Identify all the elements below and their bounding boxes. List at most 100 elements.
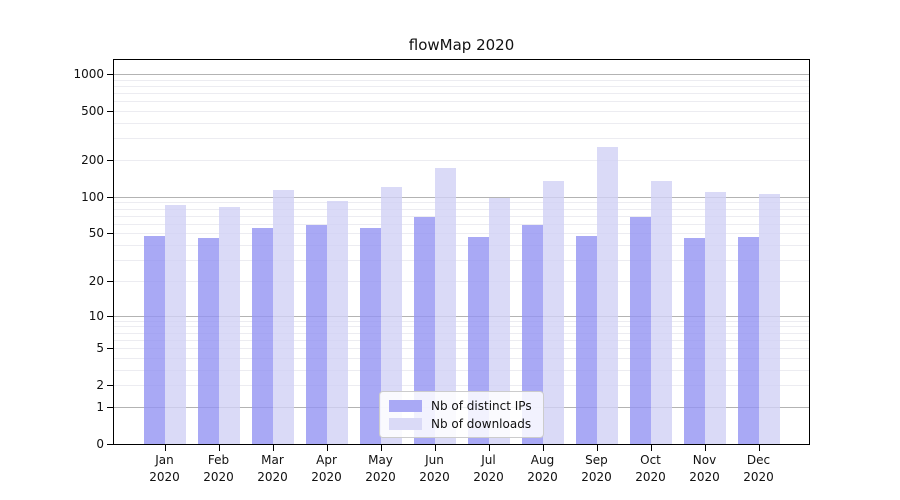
chart-title: flowMap 2020 (408, 36, 515, 54)
x-tick-mark (488, 445, 490, 451)
y-tick-label: 100 (81, 189, 104, 204)
x-tick-month: Oct (640, 453, 661, 467)
y-tick-mark (107, 385, 113, 387)
x-tick-mark (164, 445, 166, 451)
gridline-major (114, 315, 809, 317)
y-tick-label: 500 (81, 104, 104, 119)
x-tick-mark (704, 445, 706, 451)
x-tick-label: Oct 2020 (635, 452, 666, 486)
x-axis: Jan 2020 Feb 2020 Mar 2020 Apr 2020 May 2020 Jun 20… (113, 445, 810, 495)
x-tick-month: May (368, 453, 393, 467)
legend-item-distinct-ips: Nb of distinct IPs (389, 399, 534, 413)
x-tick-month: Dec (746, 453, 771, 467)
gridline-minor (114, 215, 809, 217)
bar-downloads (434, 168, 456, 444)
gridline-minor (114, 223, 809, 225)
bar-downloads (650, 180, 672, 444)
y-tick-label: 50 (88, 226, 104, 241)
gridline-minor (114, 348, 809, 350)
x-tick-year: 2020 (257, 470, 288, 484)
x-tick-month: Nov (692, 453, 717, 467)
y-tick-mark (107, 348, 113, 350)
x-tick-label: Dec 2020 (743, 452, 774, 486)
x-tick-mark (218, 445, 220, 451)
bar-distinct-ips (305, 224, 327, 444)
gridline-minor (114, 202, 809, 204)
y-tick-mark (107, 111, 113, 113)
bar-distinct-ips (683, 237, 705, 444)
x-tick-mark (650, 445, 652, 451)
bar-downloads (326, 200, 348, 444)
y-tick-label: 1000 (73, 67, 104, 82)
legend-swatch-downloads (389, 417, 422, 430)
bar-downloads (758, 194, 780, 444)
x-tick-year: 2020 (203, 470, 234, 484)
x-tick-month: Jul (481, 453, 496, 467)
gridline-minor (114, 208, 809, 210)
y-tick-label: 200 (81, 153, 104, 167)
x-tick-mark (758, 445, 760, 451)
x-tick-month: Jan (155, 453, 174, 467)
legend-swatch-distinct-ips (389, 399, 422, 412)
x-tick-label: Feb 2020 (203, 452, 234, 486)
x-tick-label: Nov 2020 (689, 452, 720, 486)
gridline-minor (114, 138, 809, 140)
gridline-minor (114, 111, 809, 113)
bar-distinct-ips (521, 224, 543, 444)
legend-label-downloads: Nb of downloads (431, 416, 532, 431)
bar-downloads (380, 187, 402, 444)
gridline-minor (114, 101, 809, 103)
x-tick-year: 2020 (419, 470, 450, 484)
gridline-minor (114, 326, 809, 328)
gridline-minor (114, 332, 809, 334)
gridline-major (114, 74, 809, 76)
gridline-minor (114, 280, 809, 282)
y-tick-label: 5 (96, 341, 104, 356)
x-tick-month: Feb (207, 453, 230, 467)
x-tick-month: Mar (261, 453, 284, 467)
x-tick-year: 2020 (743, 470, 774, 484)
x-tick-mark (272, 445, 274, 451)
gridline-minor (114, 79, 809, 81)
x-tick-year: 2020 (527, 470, 558, 484)
y-tick-mark (107, 280, 113, 282)
y-tick-mark (107, 315, 113, 317)
y-tick-mark (107, 444, 113, 445)
gridline-minor (114, 123, 809, 125)
x-tick-label: Sep 2020 (581, 452, 612, 486)
bar-downloads (704, 191, 726, 444)
x-tick-mark (596, 445, 598, 451)
y-tick-mark (107, 160, 113, 161)
x-tick-mark (542, 445, 544, 451)
x-tick-label: Jul 2020 (473, 452, 504, 486)
x-tick-label: Apr 2020 (311, 452, 342, 486)
y-tick-mark (107, 233, 113, 235)
bar-distinct-ips (575, 235, 597, 444)
y-tick-mark (107, 74, 113, 76)
bar-distinct-ips (737, 236, 759, 444)
x-tick-mark (326, 445, 328, 451)
y-tick-label: 10 (88, 308, 104, 323)
bar-downloads (488, 198, 510, 444)
x-tick-label: Aug 2020 (527, 452, 558, 486)
y-tick-label: 2 (96, 378, 104, 393)
gridline-minor (114, 369, 809, 371)
bar-downloads (164, 205, 186, 444)
y-tick-mark (107, 406, 113, 408)
gridline-minor (114, 93, 809, 95)
x-tick-year: 2020 (635, 470, 666, 484)
x-tick-mark (380, 445, 382, 451)
gridline-minor (114, 385, 809, 387)
x-tick-year: 2020 (311, 470, 342, 484)
x-tick-label: Mar 2020 (257, 452, 288, 486)
bar-downloads (596, 146, 618, 444)
x-tick-month: Jun (425, 453, 444, 467)
gridline-minor (114, 320, 809, 322)
gridline-major (114, 196, 809, 198)
x-tick-year: 2020 (689, 470, 720, 484)
x-tick-label: Jan 2020 (149, 452, 180, 486)
x-tick-mark (434, 445, 436, 451)
y-tick-mark (107, 196, 113, 198)
y-axis: 0 1 2 5 10 20 50 100 200 500 1000 (0, 59, 113, 451)
